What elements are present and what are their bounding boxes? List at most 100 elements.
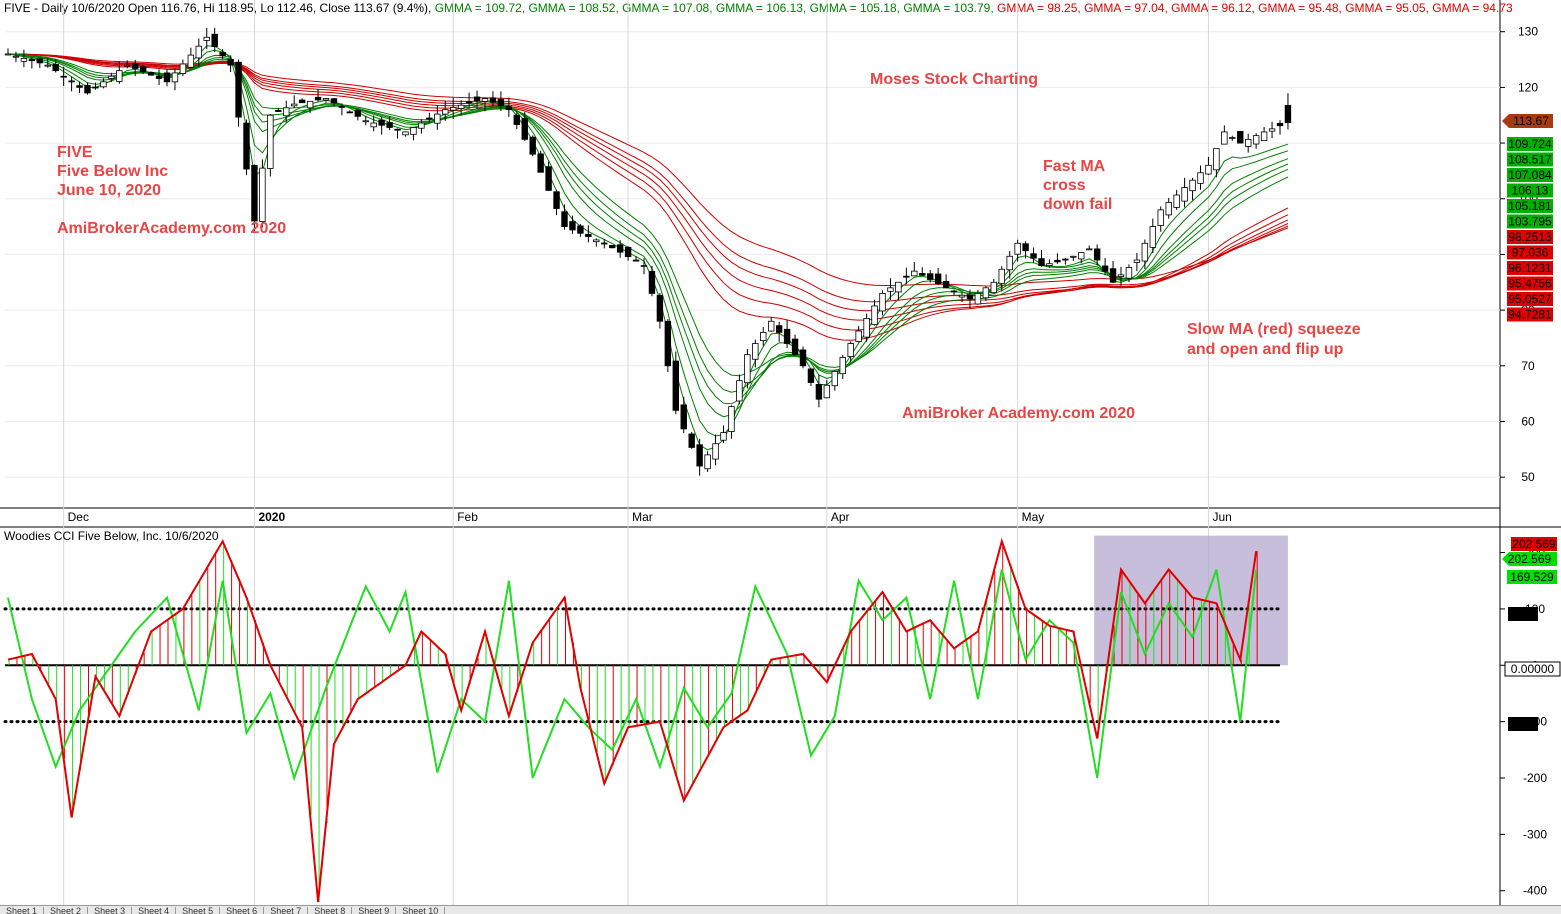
cci-value-label: -100 (1511, 717, 1535, 731)
tcci-line (7, 569, 1258, 782)
candle (163, 69, 171, 87)
candle-body (895, 281, 902, 293)
candle-body (966, 294, 974, 300)
candle-body (704, 454, 711, 470)
cci-line (7, 537, 1258, 903)
sheet-tab-2[interactable]: Sheet 2 (44, 907, 89, 914)
candle-body (171, 72, 179, 83)
candle-body (124, 64, 131, 67)
candle-body (386, 122, 393, 128)
ma-value-label: 95.0527 (1508, 292, 1552, 306)
header-text: FIVE - Daily 10/6/2020 Open 116.76, Hi 1… (4, 1, 1513, 15)
candle (457, 100, 465, 116)
candle-body (187, 54, 195, 68)
sheet-tab-1[interactable]: Sheet 1 (0, 907, 45, 914)
header-gmma-1: GMMA = 109.72, (435, 1, 529, 15)
candle (449, 97, 457, 120)
candle-body (1181, 187, 1188, 202)
sheet-tab-4[interactable]: Sheet 4 (132, 907, 177, 914)
ma-value-tag (1507, 245, 1553, 260)
candle-body (473, 96, 481, 102)
candle-body (28, 59, 36, 62)
candle-body (1046, 263, 1053, 267)
candle (116, 61, 123, 84)
candle (927, 269, 934, 283)
candle (768, 317, 775, 332)
cci-value-tag (1502, 552, 1557, 566)
candle (553, 189, 560, 216)
candle-body (998, 268, 1005, 284)
candle (1260, 126, 1268, 142)
candle-body (1125, 267, 1133, 279)
candle-body (457, 104, 465, 109)
candle-body (298, 99, 306, 104)
candle-body (497, 98, 505, 107)
candle (919, 267, 926, 276)
candle (609, 244, 616, 249)
candle-body (227, 58, 234, 66)
candle-body (147, 72, 155, 76)
candle-body (243, 122, 250, 170)
candle-body (1237, 130, 1244, 144)
candle-body (609, 244, 616, 249)
candle (990, 278, 997, 294)
candle-body (879, 293, 886, 312)
sheet-tab-5[interactable]: Sheet 5 (176, 907, 221, 914)
candle-body (465, 101, 473, 104)
sheet-tab-9[interactable]: Sheet 9 (352, 907, 397, 914)
month-label: 2020 (258, 510, 285, 524)
slow-ma-line-5 (7, 53, 1289, 303)
sheet-tab-3[interactable]: Sheet 3 (88, 907, 133, 914)
sheet-tabs[interactable]: Sheet 1 Sheet 2 Sheet 3 Sheet 4 Sheet 5 Sheet… (0, 905, 1561, 914)
candle (394, 128, 401, 139)
candle-body (934, 273, 942, 285)
candle (974, 289, 982, 305)
annotation-date: June 10, 2020 (57, 182, 161, 199)
candle (728, 405, 735, 439)
candle (799, 346, 807, 369)
candle (505, 97, 513, 117)
candle (624, 246, 632, 261)
sheet-tab-10[interactable]: Sheet 10 (396, 907, 446, 914)
candle-body (354, 109, 361, 117)
candle (76, 81, 83, 93)
candle-body (807, 368, 815, 383)
cci-value-label: 100 (1513, 607, 1533, 621)
candle-body (346, 111, 354, 114)
candle-body (1252, 135, 1260, 145)
candle-body (108, 75, 115, 79)
candle-body (52, 63, 59, 72)
candle (807, 368, 815, 387)
candle-body (211, 33, 218, 47)
header-gmma-10: GMMA = 95.48, (1258, 1, 1345, 15)
candle-body (203, 36, 210, 41)
candle-body (489, 97, 497, 103)
candle-body (1109, 268, 1117, 283)
candle-body (974, 293, 982, 305)
candle-body (1022, 243, 1029, 252)
fast-ma-line-2 (7, 49, 1289, 437)
candle-body (283, 107, 290, 117)
sheet-tab-6[interactable]: Sheet 6 (220, 907, 265, 914)
sheet-tab-8[interactable]: Sheet 8 (308, 907, 353, 914)
candle (124, 60, 131, 69)
cci-title: Woodies CCI Five Below, Inc. 10/6/2020 (4, 529, 219, 543)
candle-body (696, 444, 703, 467)
candle-body (569, 221, 576, 231)
candle (680, 396, 687, 434)
sheet-tab-7[interactable]: Sheet 7 (264, 907, 309, 914)
candle (298, 98, 306, 104)
candle (338, 103, 346, 116)
candle (616, 240, 624, 258)
candle-body (259, 167, 266, 222)
ma-value-tag (1507, 199, 1553, 213)
candle-body (179, 63, 187, 74)
candle-body (338, 105, 346, 108)
candle-body (92, 86, 99, 89)
candle-body (195, 45, 202, 59)
candle-body (44, 64, 51, 67)
header-gmma-11: GMMA = 95.05, (1345, 1, 1432, 15)
